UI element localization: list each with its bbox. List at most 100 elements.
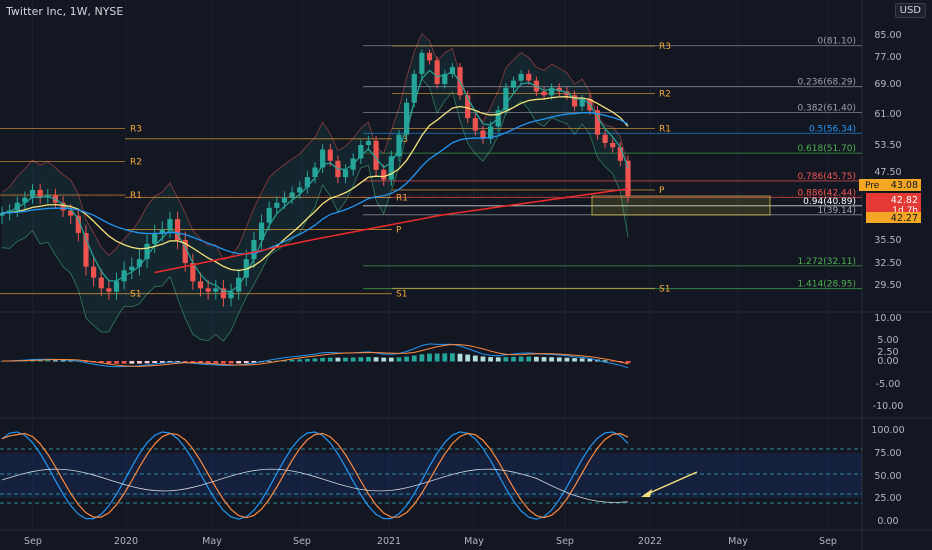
candle-body	[625, 160, 631, 196]
macd-histogram-bar	[465, 354, 471, 362]
candle-body	[465, 95, 471, 119]
macd-histogram-bar	[511, 356, 516, 362]
macd-histogram-bar	[495, 357, 501, 362]
macd-histogram-bar	[297, 359, 303, 362]
macd-histogram-bar	[602, 360, 608, 362]
candle-body	[541, 91, 547, 96]
candle-body	[174, 219, 181, 240]
annotation-arrowhead	[641, 489, 652, 497]
macd-histogram-bar	[358, 357, 364, 362]
candle-body	[487, 126, 494, 139]
candle-body	[449, 67, 456, 74]
macd-histogram-bar	[282, 360, 287, 362]
ema-mid-line	[1, 96, 629, 272]
macd-histogram-bar	[289, 359, 295, 362]
candle-body	[289, 192, 295, 198]
macd-histogram-bar	[198, 361, 203, 363]
candle-body	[159, 229, 165, 234]
pivot-label: P	[396, 226, 402, 236]
candle-body	[320, 149, 326, 168]
macd-histogram-bar	[114, 361, 119, 364]
candle-body	[205, 288, 211, 292]
x-axis-label: May	[728, 536, 748, 547]
stoch-axis-tick: 50.00	[874, 471, 901, 482]
candle-body	[526, 73, 532, 81]
candle-body	[480, 130, 486, 139]
fib-level-label: 0.618(51.70)	[797, 144, 856, 154]
candle-body	[98, 277, 104, 289]
pivot-label: R1	[659, 124, 671, 134]
currency-button[interactable]: USD	[894, 3, 926, 18]
macd-histogram-bar	[541, 357, 547, 362]
candle-body	[29, 189, 36, 198]
fib-level-label: 0.886(42.44)	[797, 189, 856, 199]
macd-histogram-bar	[335, 357, 341, 362]
x-axis-label: 2020	[114, 536, 138, 547]
chart-title: Twitter Inc, 1W, NYSE	[6, 5, 124, 18]
candle-body	[274, 202, 280, 208]
macd-axis-tick: -10.00	[873, 401, 904, 412]
candle-body	[365, 140, 372, 145]
macd-histogram-bar	[327, 357, 333, 362]
macd-histogram-bar	[350, 357, 356, 362]
pivot-label: S1	[396, 290, 407, 300]
candle-body	[0, 212, 5, 216]
macd-histogram-bar	[434, 353, 440, 362]
macd-histogram-bar	[98, 361, 104, 364]
macd-histogram-bar	[472, 355, 478, 362]
candle-body	[14, 202, 20, 211]
ema-short-line	[1, 69, 629, 292]
candle-body	[243, 259, 249, 278]
pivot-label: R2	[659, 89, 671, 99]
x-axis-label: Sep	[819, 536, 837, 547]
candle-body	[510, 80, 517, 88]
pivot-price: 42.27	[891, 213, 918, 224]
macd-histogram-bar	[251, 361, 257, 363]
highlight-zone	[591, 195, 771, 216]
macd-histogram-bar	[549, 357, 555, 362]
stoch-d-line	[1, 432, 629, 519]
macd-histogram-bar	[488, 357, 493, 362]
macd-line	[1, 343, 629, 369]
bollinger-lower	[1, 78, 629, 342]
macd-histogram-bar	[159, 361, 165, 363]
macd-histogram-bar	[381, 357, 387, 362]
macd-histogram-bar	[137, 361, 142, 364]
fib-level-label: 1.272(32.11)	[797, 257, 856, 267]
macd-histogram-bar	[564, 357, 570, 362]
candle-body	[197, 281, 204, 289]
price-axis-tick: 47.50	[874, 167, 901, 178]
candle-body	[404, 102, 410, 135]
macd-histogram-bar	[457, 353, 463, 362]
pivot-label: R3	[130, 124, 142, 134]
macd-histogram-bar	[266, 361, 272, 362]
macd-histogram-bar	[404, 356, 410, 362]
candle-body	[83, 233, 89, 267]
candle-body	[411, 73, 417, 103]
candle-body	[434, 60, 440, 84]
candle-body	[91, 266, 97, 278]
macd-histogram-bar	[610, 361, 616, 362]
fib-level-label: 0(81.10)	[817, 37, 856, 47]
vertical-gridlines	[32, 0, 829, 530]
candle-body	[106, 288, 112, 292]
pivot-label: R3	[659, 42, 671, 52]
macd-histogram-bar	[144, 361, 150, 364]
candle-body	[327, 149, 333, 161]
macd-histogram-bar	[205, 361, 211, 364]
macd-histogram-bar	[190, 361, 196, 363]
premarket-price: 43.08	[891, 180, 918, 191]
macd-histogram-bar	[526, 356, 532, 362]
stoch-axis-tick: 0.00	[877, 516, 898, 527]
macd-histogram-bar	[450, 353, 455, 362]
candle-body	[564, 91, 570, 96]
pivot-label: R2	[130, 158, 142, 168]
fib-level-label: 0.382(61.40)	[797, 104, 856, 114]
macd-histogram-bar	[480, 356, 486, 362]
candle-body	[312, 167, 318, 178]
current-price: 42.82	[891, 195, 918, 206]
ema-long-line	[1, 111, 629, 255]
stoch-axis-tick: 75.00	[874, 448, 901, 459]
macd-histogram-bar	[129, 361, 135, 364]
